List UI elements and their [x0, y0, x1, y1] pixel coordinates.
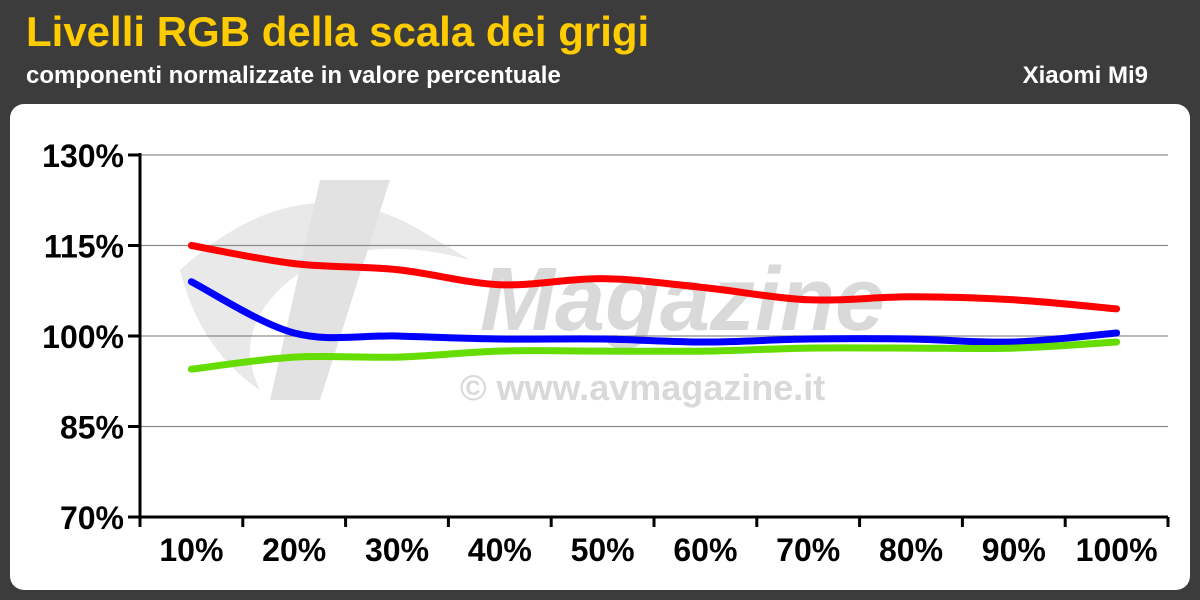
x-tick-label: 40% [468, 532, 532, 568]
watermark: Magazine © www.avmagazine.it [180, 180, 885, 408]
y-tick-label: 70% [60, 500, 124, 536]
x-tick-label: 30% [365, 532, 429, 568]
series-lines [187, 242, 1121, 373]
chart-subtitle: componenti normalizzate in valore percen… [26, 62, 561, 89]
device-label: Xiaomi Mi9 [1022, 62, 1148, 89]
x-tick-label: 80% [879, 532, 943, 568]
y-tick-label: 100% [42, 319, 124, 355]
x-tick-label: 50% [571, 532, 635, 568]
y-tick-label: 85% [60, 410, 124, 446]
x-tick-label: 20% [262, 532, 326, 568]
y-tick-label: 130% [42, 138, 124, 174]
x-tick-label: 60% [673, 532, 737, 568]
x-tick-label: 10% [159, 532, 223, 568]
y-tick-labels: 70% 85% 100% 115% 130% [42, 138, 124, 536]
watermark-logo-shape [180, 202, 470, 390]
header: Livelli RGB della scala dei grigi compon… [0, 0, 1200, 102]
y-tick-label: 115% [44, 229, 124, 265]
series-line [187, 242, 1121, 313]
x-tick-labels: 10% 20% 30% 40% 50% 60% 70% 80% 90% 100% [159, 532, 1157, 568]
chart-title: Livelli RGB della scala dei grigi [26, 8, 650, 55]
axes [128, 153, 1170, 527]
watermark-url: © www.avmagazine.it [460, 367, 825, 408]
x-tick-label: 70% [776, 532, 840, 568]
series-line [187, 278, 1121, 346]
x-tick-label: 100% [1076, 532, 1158, 568]
watermark-logo-slash [270, 180, 390, 400]
series-line [187, 338, 1121, 373]
x-tick-label: 90% [982, 532, 1046, 568]
